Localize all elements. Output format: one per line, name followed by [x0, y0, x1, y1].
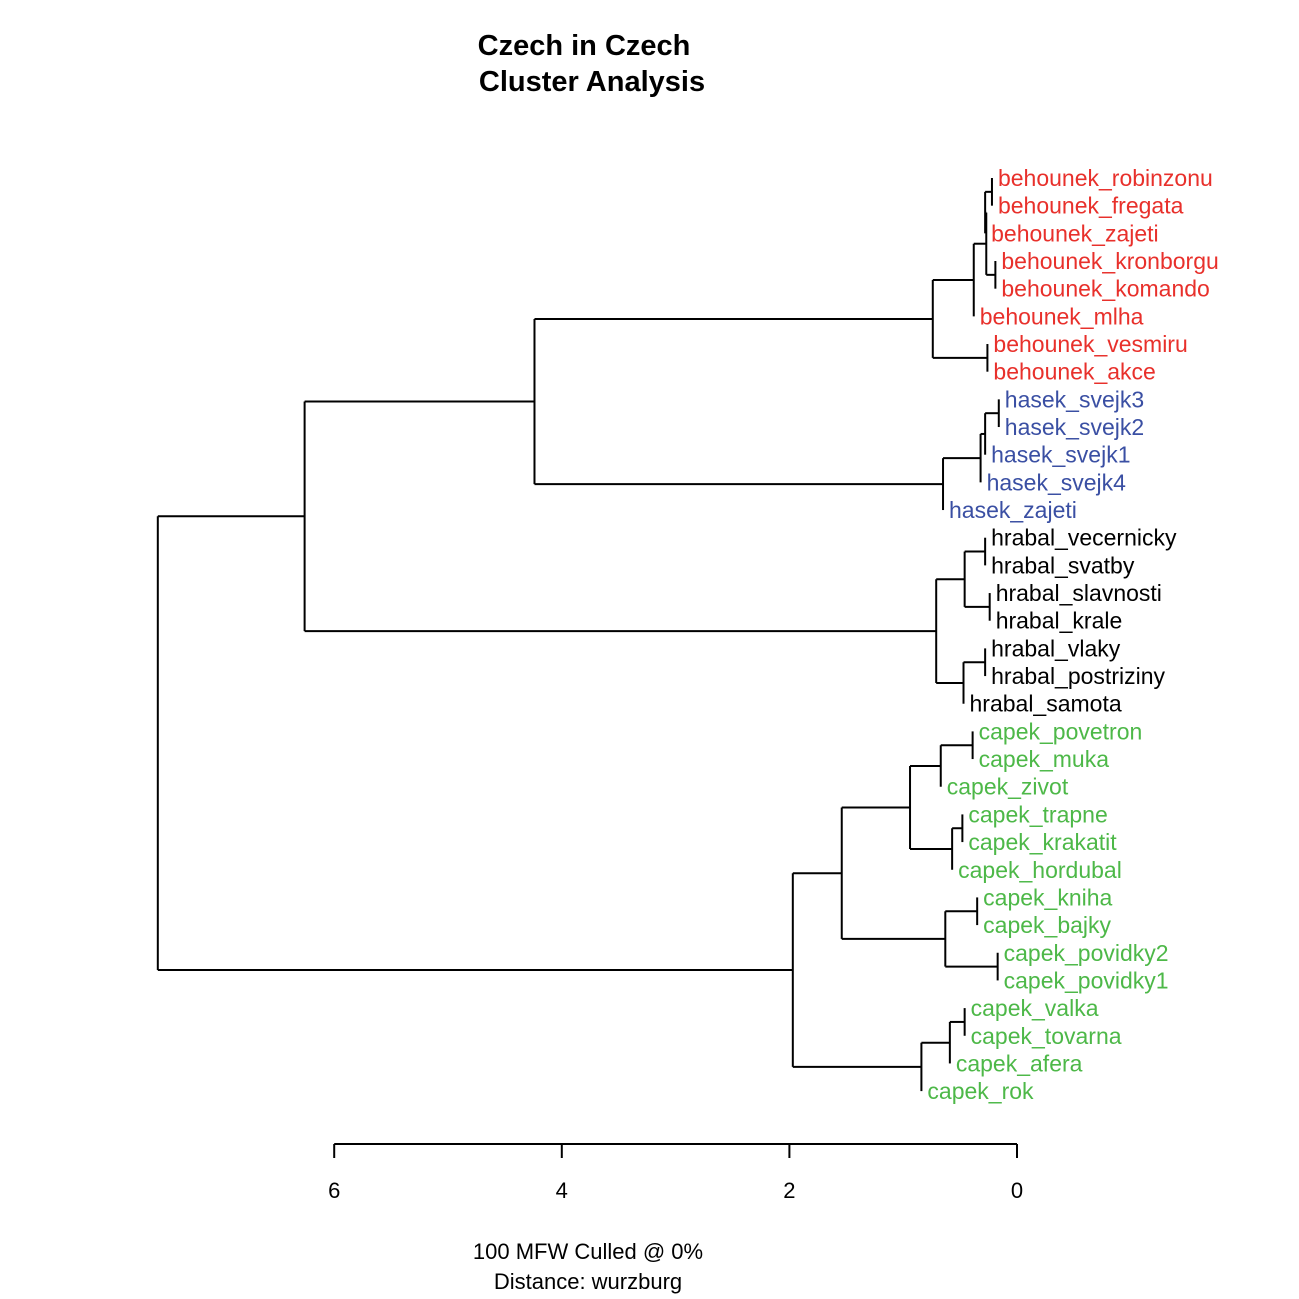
leaf-label-capek_zivot: capek_zivot	[947, 774, 1069, 800]
axis-tick-label-2: 2	[783, 1178, 795, 1203]
leaf-label-hrabal_samota: hrabal_samota	[970, 691, 1122, 717]
distance-axis: 6 4 2 0	[328, 1143, 1023, 1203]
leaf-label-capek_kniha: capek_kniha	[983, 884, 1112, 910]
leaf-label-hrabal_postriziny: hrabal_postriziny	[991, 663, 1165, 689]
caption-mfw: 100 MFW Culled @ 0%	[473, 1239, 703, 1264]
leaf-label-hrabal_krale: hrabal_krale	[996, 608, 1123, 634]
leaf-label-capek_bajky: capek_bajky	[983, 912, 1111, 938]
chart-title-line-1: Czech in Czech	[478, 30, 691, 62]
leaf-label-hasek_svejk1: hasek_svejk1	[991, 442, 1130, 468]
leaf-label-behounek_komando: behounek_komando	[1001, 276, 1209, 302]
leaf-label-capek_valka: capek_valka	[971, 995, 1099, 1021]
leaf-label-capek_povidky1: capek_povidky1	[1004, 967, 1169, 993]
leaf-label-behounek_fregata: behounek_fregata	[998, 193, 1184, 219]
leaf-label-capek_krakatit: capek_krakatit	[968, 829, 1117, 855]
leaf-label-hrabal_vlaky: hrabal_vlaky	[991, 635, 1121, 661]
leaf-label-capek_hordubal: capek_hordubal	[958, 857, 1122, 883]
leaf-labels: behounek_robinzonubehounek_fregatabehoun…	[927, 165, 1218, 1104]
tree-layer	[156, 178, 1000, 1092]
leaf-label-capek_povidky2: capek_povidky2	[1004, 940, 1169, 966]
leaf-label-hasek_zajeti: hasek_zajeti	[949, 497, 1077, 523]
leaf-label-behounek_robinzonu: behounek_robinzonu	[998, 165, 1213, 191]
leaf-label-hrabal_vecernicky: hrabal_vecernicky	[991, 525, 1177, 551]
leaf-label-capek_muka: capek_muka	[979, 746, 1110, 772]
axis-tick-label-0: 0	[1011, 1178, 1023, 1203]
leaf-label-behounek_zajeti: behounek_zajeti	[991, 220, 1159, 246]
caption-distance: Distance: wurzburg	[494, 1269, 682, 1294]
leaf-label-hrabal_svatby: hrabal_svatby	[991, 552, 1135, 578]
leaf-label-hrabal_slavnosti: hrabal_slavnosti	[996, 580, 1162, 606]
chart-title-line-2: Cluster Analysis	[479, 66, 705, 98]
leaf-label-capek_afera: capek_afera	[956, 1050, 1083, 1076]
axis-tick-label-4: 4	[556, 1178, 568, 1203]
leaf-label-behounek_mlha: behounek_mlha	[980, 303, 1144, 329]
leaf-label-hasek_svejk4: hasek_svejk4	[987, 469, 1127, 495]
leaf-label-capek_tovarna: capek_tovarna	[971, 1023, 1122, 1049]
leaf-label-behounek_vesmiru: behounek_vesmiru	[993, 331, 1187, 357]
leaf-label-capek_povetron: capek_povetron	[979, 718, 1143, 744]
leaf-label-capek_trapne: capek_trapne	[968, 801, 1107, 827]
leaf-label-capek_rok: capek_rok	[927, 1078, 1034, 1104]
leaf-label-behounek_kronborgu: behounek_kronborgu	[1001, 248, 1218, 274]
leaf-label-behounek_akce: behounek_akce	[993, 359, 1155, 385]
leaf-label-hasek_svejk3: hasek_svejk3	[1005, 386, 1144, 412]
leaf-label-hasek_svejk2: hasek_svejk2	[1005, 414, 1144, 440]
axis-tick-label-6: 6	[328, 1178, 340, 1203]
